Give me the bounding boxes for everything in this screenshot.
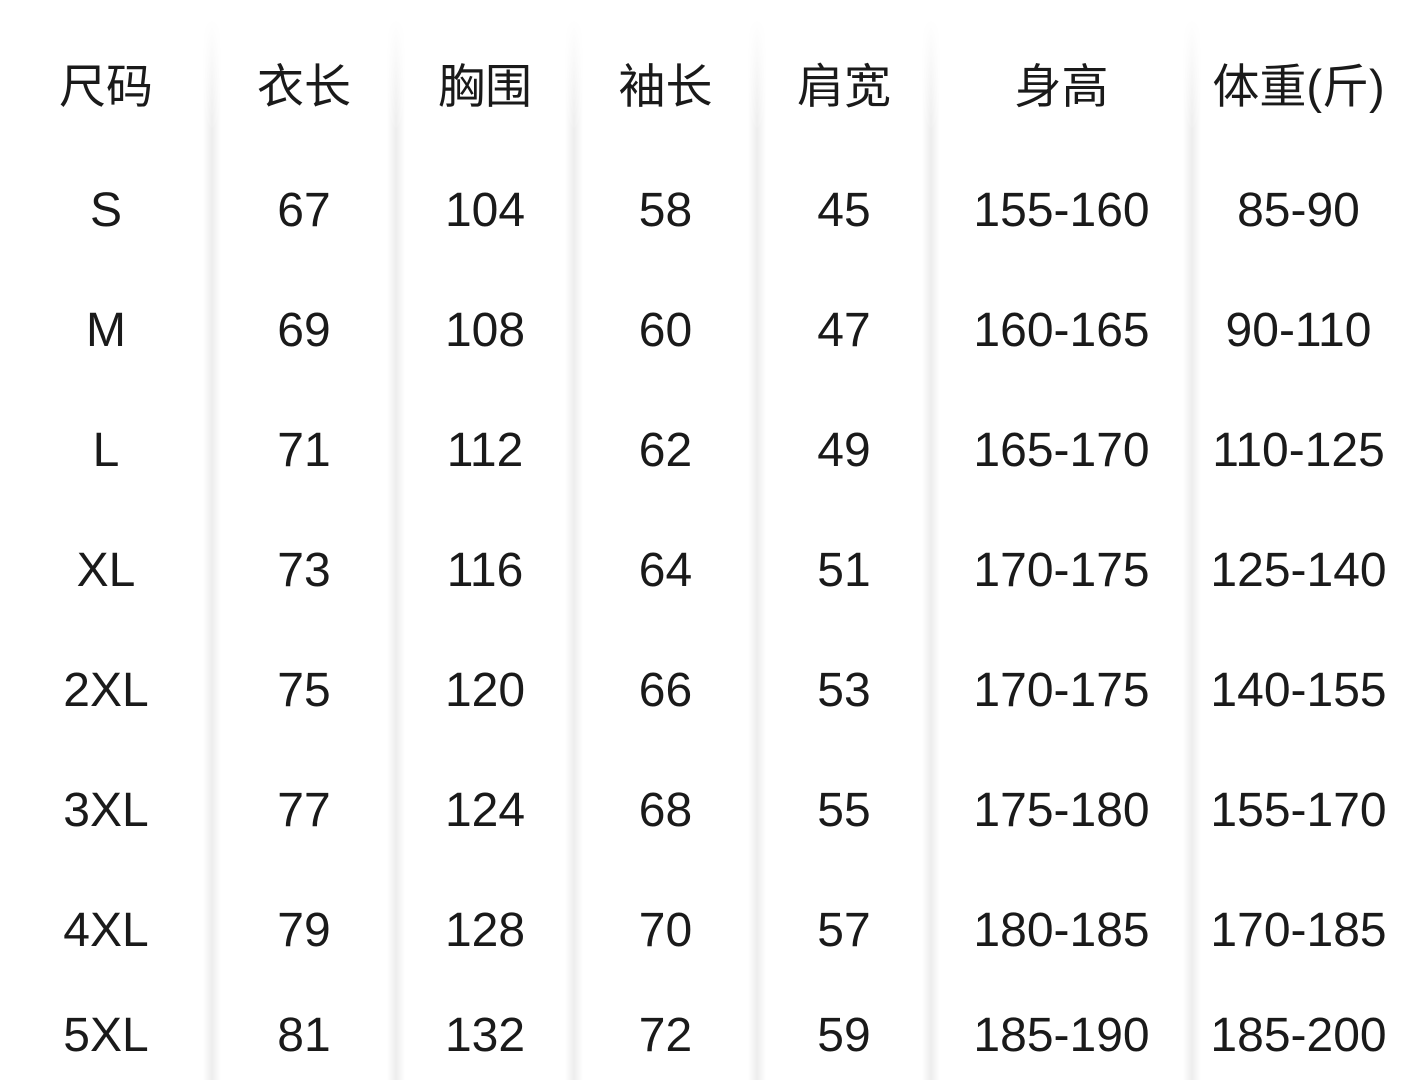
measurement-cell: 64 (638, 543, 693, 597)
column-header-6: 体重(斤) (1212, 59, 1385, 113)
measurement-cell: 116 (446, 543, 524, 597)
measurement-cell: 104 (444, 183, 526, 237)
column-header-1: 衣长 (257, 59, 351, 113)
size-label: 4XL (63, 903, 149, 957)
measurement-cell: 90-110 (1225, 303, 1372, 357)
measurement-cell: 155-170 (1210, 783, 1387, 837)
column-header-5: 身高 (1014, 59, 1109, 113)
size-label: XL (76, 543, 136, 597)
measurement-cell: 53 (817, 663, 871, 717)
column-header-2: 胸围 (438, 59, 532, 113)
measurement-cell: 62 (638, 423, 693, 477)
measurement-cell: 67 (277, 183, 331, 237)
measurement-cell: 71 (277, 423, 331, 477)
measurement-cell: 165-170 (973, 423, 1150, 477)
measurement-cell: 45 (817, 183, 871, 237)
size-label: L (92, 423, 120, 477)
measurement-cell: 128 (444, 903, 526, 957)
measurement-cell: 79 (277, 903, 331, 957)
measurement-cell: 55 (817, 783, 871, 837)
measurement-cell: 59 (817, 1008, 871, 1062)
measurement-cell: 108 (444, 303, 526, 357)
measurement-cell: 85-90 (1237, 183, 1360, 237)
measurement-cell: 75 (277, 663, 331, 717)
measurement-cell: 170-175 (973, 543, 1150, 597)
measurement-cell: 47 (817, 303, 871, 357)
measurement-cell: 73 (277, 543, 331, 597)
measurement-cell: 185-190 (973, 1008, 1150, 1062)
measurement-cell: 81 (277, 1008, 331, 1062)
size-label: 3XL (63, 783, 149, 837)
measurement-cell: 132 (444, 1008, 526, 1062)
measurement-cell: 124 (444, 783, 526, 837)
column-header-3: 袖长 (618, 59, 713, 113)
measurement-cell: 185-200 (1210, 1008, 1387, 1062)
column-header-4: 肩宽 (797, 59, 891, 113)
measurement-cell: 70 (638, 903, 693, 957)
measurement-cell: 69 (277, 303, 331, 357)
measurement-cell: 180-185 (973, 903, 1150, 957)
measurement-cell: 57 (817, 903, 871, 957)
measurement-cell: 175-180 (973, 783, 1150, 837)
measurement-cell: 72 (638, 1008, 693, 1062)
size-label: S (89, 183, 122, 237)
measurement-cell: 58 (638, 183, 693, 237)
measurement-cell: 160-165 (973, 303, 1150, 357)
measurement-cell: 110-125 (1212, 423, 1385, 477)
measurement-cell: 77 (277, 783, 331, 837)
measurement-cell: 120 (444, 663, 526, 717)
measurement-cell: 170-185 (1210, 903, 1387, 957)
measurement-cell: 49 (817, 423, 871, 477)
size-label: 5XL (63, 1008, 149, 1062)
measurement-cell: 125-140 (1210, 543, 1387, 597)
measurement-cell: 112 (446, 423, 524, 477)
column-header-0: 尺码 (59, 59, 153, 113)
measurement-cell: 51 (817, 543, 871, 597)
measurement-cell: 140-155 (1210, 663, 1387, 717)
measurement-cell: 66 (638, 663, 693, 717)
measurement-cell: 155-160 (973, 183, 1150, 237)
size-label: 2XL (63, 663, 149, 717)
measurement-cell: 68 (638, 783, 693, 837)
measurement-cell: 60 (638, 303, 693, 357)
measurement-cell: 170-175 (973, 663, 1150, 717)
size-label: M (86, 303, 126, 357)
